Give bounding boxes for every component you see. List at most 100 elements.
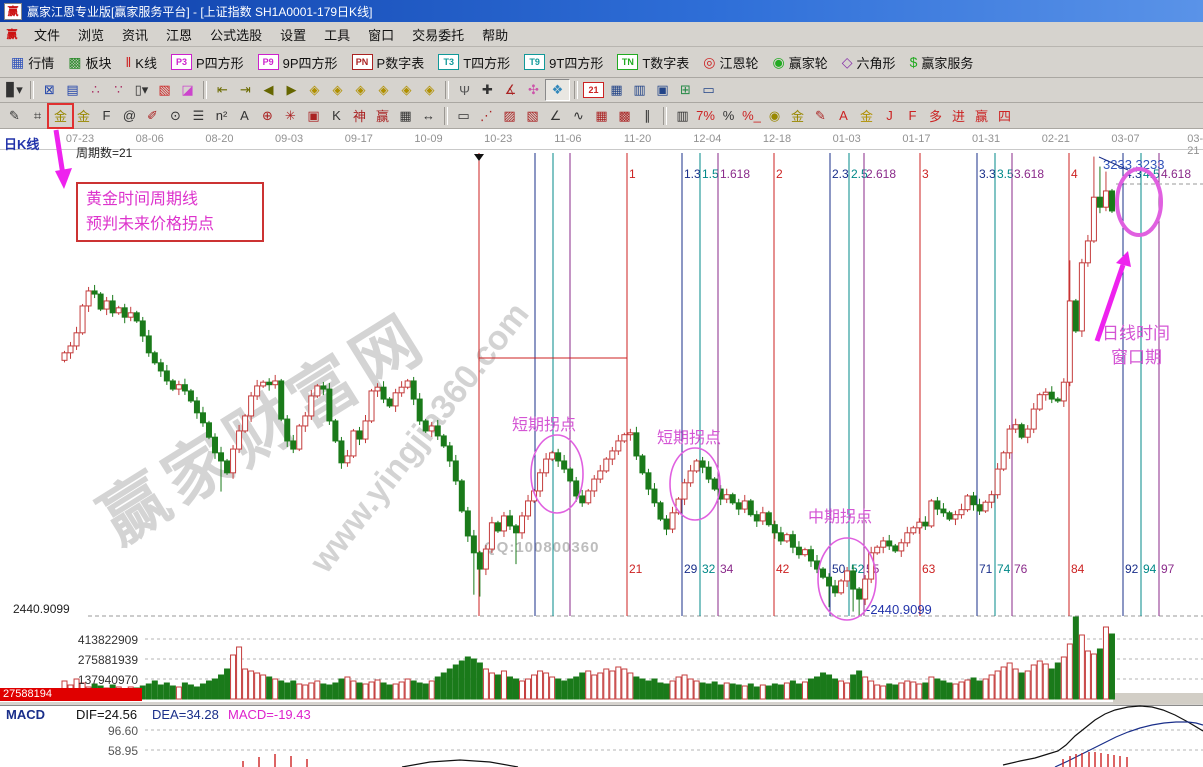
winner-service-button[interactable]: $ 赢家服务 (903, 51, 981, 74)
multi-chart-icon[interactable]: ❖ (545, 79, 570, 101)
gold-circle-icon[interactable]: ◉ (768, 107, 781, 123)
duo-angle-icon[interactable]: 多 (928, 109, 942, 124)
nav-prev-icon[interactable]: ◀ (263, 82, 274, 97)
pan-right-icon[interactable]: ◈ (332, 82, 343, 97)
jin-angle-icon[interactable]: 进 (951, 109, 965, 124)
box-frame-icon[interactable]: ▭ (457, 107, 470, 123)
calendar-21-icon[interactable]: 21 (582, 80, 605, 100)
gold-time-cycle-icon[interactable]: 金 (47, 102, 74, 129)
ying-grid-icon[interactable]: 赢 (375, 109, 389, 124)
red-grid2-icon[interactable]: ▩ (618, 107, 631, 123)
winner-wheel-button[interactable]: ◉ 赢家轮 (766, 51, 835, 74)
flower-tool-icon[interactable]: ✣ (528, 82, 539, 97)
minute9-chart-icon[interactable]: ∵ (114, 82, 123, 97)
red-grid-icon[interactable]: ▦ (595, 107, 608, 123)
menu-item-6[interactable]: 设置 (280, 27, 307, 43)
zoom-in-v-icon[interactable]: ◈ (401, 82, 412, 97)
crosshair-icon[interactable]: ✚ (482, 82, 493, 97)
hexagon-button[interactable]: ◇ 六角形 (835, 51, 903, 74)
save-icon[interactable]: ▣ (656, 82, 669, 97)
shen-grid-icon[interactable]: 神 (352, 109, 366, 124)
zigzag-icon[interactable]: ∿ (573, 107, 584, 123)
quotes-button[interactable]: ▦ 行情 (4, 51, 61, 74)
menu-item-8[interactable]: 窗口 (368, 27, 395, 43)
zoom-out-h-icon[interactable]: ◈ (378, 82, 389, 97)
sectors-button[interactable]: ▩ 板块 (61, 51, 118, 74)
spiral-icon[interactable]: @ (122, 108, 137, 123)
menu-item-7[interactable]: 工具 (324, 27, 351, 43)
pane-divider[interactable] (0, 701, 1203, 706)
k-notch-icon[interactable]: K (332, 108, 341, 123)
zoom-all-icon[interactable]: ◈ (424, 82, 435, 97)
pan-left-icon[interactable]: ◈ (309, 82, 320, 97)
p-table-button[interactable]: PN P数字表 (345, 51, 432, 74)
kline-button[interactable]: ‖ K线 (119, 51, 164, 74)
gann-grid-icon[interactable]: ▧ (158, 82, 171, 97)
gann-wheel-button[interactable]: ◎ 江恩轮 (696, 51, 765, 74)
t9-square-button[interactable]: T9 9T四方形 (517, 51, 610, 74)
f-angle-icon[interactable]: F (908, 108, 917, 123)
ying-angle-icon[interactable]: 赢 (974, 109, 988, 124)
menu-item-3[interactable]: 资讯 (122, 27, 149, 43)
screener-icon[interactable]: ⊠ (44, 82, 55, 97)
seven-pct-icon[interactable]: 7% (696, 108, 715, 123)
j-angle-icon[interactable]: J (886, 108, 893, 123)
a-channel-icon[interactable]: A (839, 108, 848, 123)
parallel-lines-icon[interactable]: ∥ (644, 107, 651, 123)
t-square-button[interactable]: T3 T四方形 (431, 51, 517, 74)
zoom-in-h-icon[interactable]: ◈ (355, 82, 366, 97)
angle-a-icon[interactable]: A (240, 108, 249, 123)
menu-item-5[interactable]: 公式选股 (210, 27, 263, 43)
brush-icon[interactable]: ✐ (147, 107, 158, 123)
menu-item-9[interactable]: 交易委托 (412, 27, 465, 43)
hand-drag-icon[interactable]: Ψ (459, 82, 470, 98)
candle-style-dropdown[interactable]: ▯▾ (134, 82, 149, 97)
menu-item-4[interactable]: 江恩 (166, 27, 193, 43)
volume-tool-icon[interactable]: ▥ (676, 107, 689, 123)
pct-line-icon[interactable]: %_ (742, 108, 761, 123)
grid-123-icon[interactable]: ▦ (399, 107, 412, 123)
menu-item-2[interactable]: 浏览 (78, 27, 105, 43)
title-bar[interactable]: 赢 赢家江恩专业版[赢家服务平台] - [上证指数 SH1A0001-179日K… (0, 0, 1203, 22)
fibonacci-f-icon[interactable]: F (102, 108, 111, 123)
shaded-box-icon[interactable]: ▨ (503, 107, 516, 123)
p9-square-button[interactable]: P9 9P四方形 (251, 51, 345, 74)
gold-lines-icon[interactable]: 金 (790, 109, 804, 124)
candle-body (422, 420, 429, 432)
calculator-icon[interactable]: ▦ (610, 82, 623, 97)
info-note-icon[interactable]: ▤ (66, 82, 79, 97)
pct-icon[interactable]: % (722, 108, 735, 123)
star-wheel-icon[interactable]: ✳ (285, 107, 296, 123)
p-square-button[interactable]: P3 P四方形 (164, 51, 251, 74)
marker-pen-icon[interactable]: ✎ (815, 107, 826, 123)
draw-pencil-icon[interactable]: ✎ (9, 107, 20, 123)
gold-price-grid-icon[interactable]: 金 (76, 109, 90, 124)
kline-style-dropdown[interactable]: ▊▾ (6, 82, 23, 97)
notepad-icon[interactable]: ▥ (633, 82, 646, 97)
angle-measure-icon[interactable]: ∡ (504, 82, 517, 97)
menu-item-10[interactable]: 帮助 (482, 27, 509, 43)
time-circle-icon[interactable]: ⊙ (170, 107, 181, 123)
chart-region: 赢家财富网 www.yingjia360.com QQ:100800360 07… (0, 129, 1203, 767)
hatch-box-icon[interactable]: ▧ (526, 107, 539, 123)
nav-first-icon[interactable]: ⇤ (217, 82, 228, 97)
macd-pane-title: MACD (6, 707, 45, 722)
compass-icon[interactable]: ⊕ (262, 107, 273, 123)
span-measure-icon[interactable]: ↔ (422, 108, 435, 123)
minute3-chart-icon[interactable]: ∴ (91, 82, 100, 97)
t-table-button[interactable]: TN T数字表 (610, 51, 696, 74)
fan-lines-icon[interactable]: ⋰ (480, 107, 493, 123)
square-wheel-icon[interactable]: ▣ (307, 107, 320, 123)
time-grid-icon[interactable]: ⌗ (33, 107, 42, 123)
n-square-icon[interactable]: n² (215, 108, 228, 123)
nav-next-icon[interactable]: ▶ (286, 82, 297, 97)
ruler-grid-icon[interactable]: ☰ (192, 107, 205, 123)
menu-item-1[interactable]: 文件 (34, 27, 61, 43)
print-icon[interactable]: ▭ (702, 82, 715, 97)
nav-last-icon[interactable]: ⇥ (240, 82, 251, 97)
trend-chart-icon[interactable]: ◪ (181, 82, 194, 97)
angle-set-icon[interactable]: ∠ (549, 107, 562, 123)
send-chart-icon[interactable]: ⊞ (680, 82, 691, 97)
gold-underline-icon[interactable]: 金 (859, 109, 873, 124)
si-angle-icon[interactable]: 四 (997, 109, 1011, 124)
